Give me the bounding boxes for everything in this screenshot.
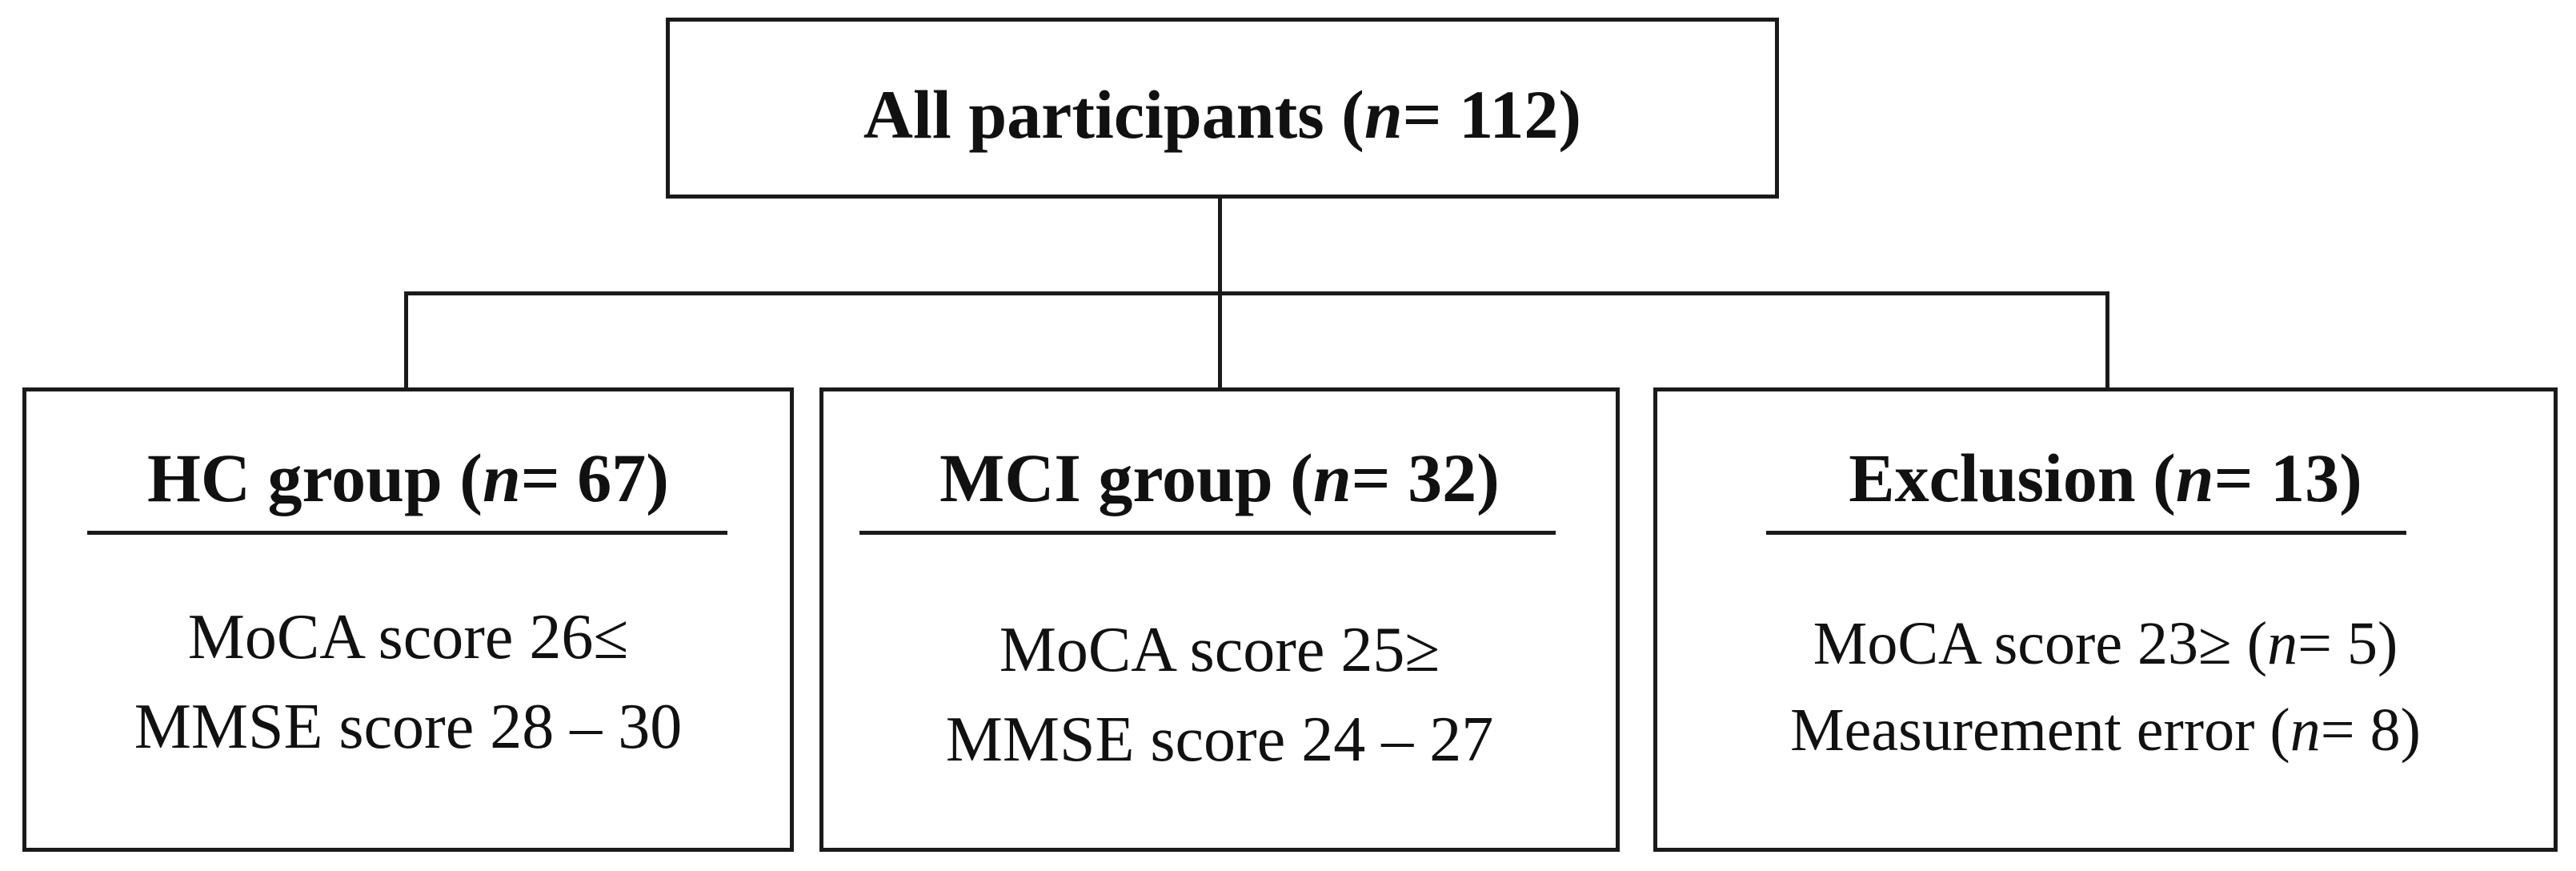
mci-group-title: MCI group (n= 32) [939,440,1500,516]
hc-title-underline [87,531,727,535]
hc-group-title: HC group (n= 67) [147,440,669,516]
hc-group-box: HC group (n= 67) MoCA score 26≤ MMSE sco… [22,387,794,852]
connector-exclusion [2105,291,2109,389]
hc-criteria-mmse: MMSE score 28 – 30 [134,692,683,762]
exclusion-criteria-moca: MoCA score 23≥ (n= 5) [1813,610,2398,677]
connector-horizontal [404,291,2109,295]
hc-criteria-moca: MoCA score 26≤ [187,602,629,672]
exclusion-box: Exclusion (n= 13) MoCA score 23≥ (n= 5) … [1653,387,2558,852]
connector-root-down [1218,196,1222,293]
root-box: All participants (n= 112) [666,18,1779,199]
connector-mci [1218,291,1222,389]
exclusion-measurement-error: Measurement error (n= 8) [1790,696,2421,764]
exclusion-title-underline [1766,531,2406,535]
mci-criteria-mmse: MMSE score 24 – 27 [945,704,1494,775]
mci-group-box: MCI group (n= 32) MoCA score 25≥ MMSE sc… [819,387,1620,852]
mci-title-underline [859,531,1556,535]
connector-hc [404,291,408,389]
exclusion-title: Exclusion (n= 13) [1849,440,2362,516]
mci-criteria-moca: MoCA score 25≥ [999,615,1440,685]
root-title: All participants (n= 112) [863,76,1582,153]
